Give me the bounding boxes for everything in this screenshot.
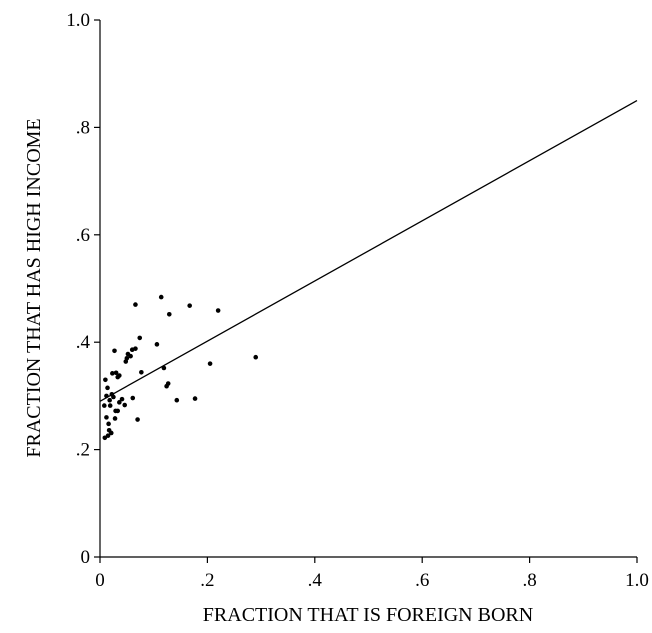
y-tick-label: 0: [81, 547, 91, 568]
data-point: [115, 408, 121, 414]
data-point: [110, 371, 115, 376]
data-point: [215, 308, 221, 313]
regression-line: [99, 99, 638, 402]
data-point: [192, 396, 198, 401]
data-point: [124, 356, 130, 361]
data-point: [117, 373, 122, 378]
data-point: [187, 303, 192, 308]
y-axis-title: FRACTION THAT HAS HIGH INCOME: [23, 118, 45, 457]
data-point: [161, 365, 167, 371]
ticks: 0 .2 .4 .6 .8 1.0 0 .2 .4 .6 .8 1.0: [66, 10, 649, 591]
data-point: [107, 397, 112, 403]
data-point: [158, 294, 164, 300]
x-tick-label: .8: [522, 570, 536, 591]
axes: [99, 20, 637, 558]
data-point: [174, 397, 180, 403]
data-point: [253, 354, 259, 360]
data-point: [166, 311, 172, 317]
y-tick-label: 1.0: [66, 10, 90, 31]
data-point: [122, 402, 128, 408]
data-point: [104, 393, 109, 399]
y-tick-label: .8: [76, 117, 90, 138]
data-point: [133, 346, 138, 351]
data-point: [106, 421, 111, 427]
data-point: [107, 403, 113, 408]
y-tick-label: .6: [76, 225, 90, 246]
data-point: [101, 403, 107, 408]
x-tick-label: 1.0: [625, 570, 649, 591]
data-point: [165, 381, 171, 386]
data-point: [105, 385, 110, 391]
fit-line-group: [99, 99, 638, 402]
data-point: [111, 394, 116, 400]
data-point: [154, 342, 160, 347]
data-point: [113, 370, 119, 376]
x-axis-title: FRACTION THAT IS FOREIGN BORN: [203, 604, 533, 626]
data-points: [101, 294, 259, 441]
data-point: [207, 361, 213, 366]
x-tick-label: .2: [200, 570, 214, 591]
data-point: [105, 433, 111, 438]
data-point: [137, 335, 143, 341]
data-point: [112, 416, 118, 421]
data-point: [108, 430, 114, 436]
data-point: [128, 353, 133, 359]
x-tick-label: .4: [308, 570, 323, 591]
data-point: [139, 369, 144, 375]
y-tick-label: .4: [76, 332, 91, 353]
data-point: [112, 348, 117, 354]
x-tick-label: 0: [95, 570, 105, 591]
data-point: [130, 395, 136, 401]
data-point: [135, 417, 140, 422]
y-tick-label: .2: [76, 440, 90, 461]
data-point: [119, 396, 125, 402]
data-point: [117, 400, 122, 405]
x-tick-label: .6: [415, 570, 429, 591]
data-point: [103, 377, 108, 383]
data-point: [133, 302, 138, 307]
data-point: [104, 415, 109, 420]
